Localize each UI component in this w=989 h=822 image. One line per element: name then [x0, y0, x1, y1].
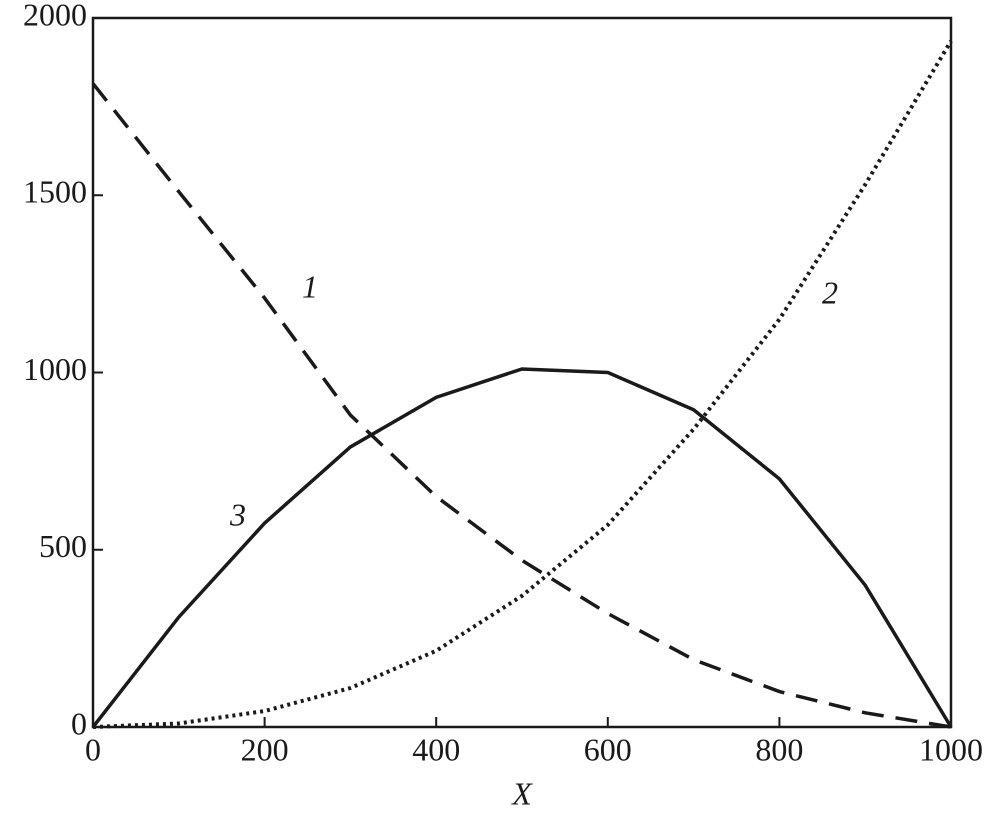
x-tick-label: 200 — [241, 731, 289, 767]
series-line — [91, 367, 953, 729]
y-tick-label: 500 — [39, 528, 87, 564]
series-line — [91, 82, 952, 729]
x-axis-label: X — [510, 775, 533, 811]
x-tick-label: 0 — [85, 731, 101, 767]
y-tick-label: 0 — [71, 705, 87, 741]
plot-frame — [91, 16, 953, 729]
x-tick-label: 600 — [584, 731, 632, 767]
x-tick-label: 1000 — [919, 731, 983, 767]
series-line — [92, 40, 953, 729]
series-label: 2 — [822, 274, 838, 310]
y-tick-label: 1000 — [23, 351, 87, 387]
x-tick-label: 800 — [755, 731, 803, 767]
series-label: 3 — [229, 496, 246, 532]
y-tick-label: 1500 — [23, 174, 87, 210]
series-label: 1 — [302, 268, 318, 304]
x-tick-label: 400 — [412, 731, 460, 767]
y-tick-label: 2000 — [23, 0, 87, 32]
